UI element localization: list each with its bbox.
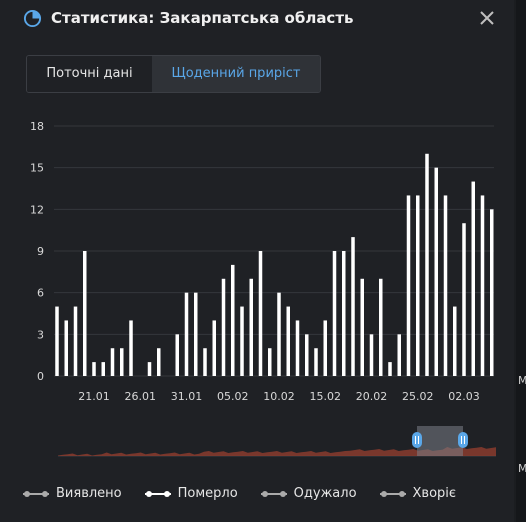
bar bbox=[268, 348, 272, 376]
x-tick-label: 05.02 bbox=[217, 390, 249, 403]
legend-line-icon bbox=[23, 490, 49, 497]
legend-item-detected[interactable]: Виявлено bbox=[22, 486, 122, 501]
bar bbox=[443, 195, 448, 376]
bar bbox=[83, 251, 87, 376]
legend-line-icon bbox=[379, 490, 406, 497]
background-window-strip bbox=[516, 0, 526, 522]
tab-current-data[interactable]: Поточні дані bbox=[27, 56, 152, 92]
legend-label: Померло bbox=[177, 486, 238, 501]
bar bbox=[397, 334, 401, 376]
bar bbox=[480, 195, 485, 376]
bar bbox=[129, 320, 133, 376]
bar bbox=[110, 348, 115, 376]
bar bbox=[434, 167, 438, 376]
bar bbox=[221, 278, 226, 376]
bar bbox=[184, 292, 189, 376]
bar bbox=[277, 292, 281, 376]
view-tabs: Поточні дані Щоденний приріст bbox=[26, 55, 321, 93]
bar bbox=[462, 223, 466, 376]
bar bbox=[212, 320, 216, 376]
bar bbox=[120, 348, 124, 376]
bar bbox=[73, 306, 78, 376]
chart-legend: Виявлено Померло Одужало Хворіє bbox=[22, 486, 478, 501]
bar bbox=[425, 153, 429, 376]
y-tick-label: 9 bbox=[37, 245, 44, 258]
navigator-handle[interactable] bbox=[412, 432, 422, 448]
bar bbox=[305, 334, 309, 376]
bar bbox=[351, 237, 355, 376]
bar bbox=[388, 362, 392, 376]
tab-daily-growth[interactable]: Щоденний приріст bbox=[152, 56, 320, 92]
x-tick-label: 26.01 bbox=[125, 390, 157, 403]
legend-item-recovered[interactable]: Одужало bbox=[260, 486, 357, 501]
bar bbox=[471, 181, 475, 376]
bar bbox=[323, 320, 327, 376]
close-icon[interactable] bbox=[477, 8, 497, 28]
legend-item-sick[interactable]: Хворіє bbox=[379, 486, 457, 501]
bar bbox=[175, 334, 179, 376]
bar bbox=[203, 348, 207, 376]
y-tick-label: 15 bbox=[30, 162, 44, 175]
bar bbox=[314, 348, 318, 376]
legend-line-icon bbox=[260, 490, 287, 497]
bar bbox=[406, 195, 411, 376]
bar bbox=[249, 278, 253, 376]
y-tick-label: 3 bbox=[37, 328, 44, 341]
y-tick-label: 18 bbox=[30, 120, 44, 133]
x-tick-label: 10.02 bbox=[263, 390, 295, 403]
legend-line-icon bbox=[144, 490, 171, 497]
legend-label: Хворіє bbox=[412, 486, 457, 501]
bar bbox=[332, 251, 337, 376]
y-tick-label: 12 bbox=[30, 203, 44, 216]
bar bbox=[369, 334, 374, 376]
bar bbox=[286, 306, 290, 376]
bar bbox=[240, 306, 244, 376]
bar bbox=[194, 292, 198, 376]
bar bbox=[55, 306, 59, 376]
bar bbox=[258, 251, 263, 376]
statistics-dialog: Статистика: Закарпатська область Поточні… bbox=[0, 0, 514, 501]
daily-growth-chart: 0 3 6 9 12 15 18 21.01 26.01 31.01 05.02 10.02 15.02… bbox=[30, 120, 496, 457]
bar bbox=[490, 209, 494, 376]
bar bbox=[453, 306, 457, 376]
bar bbox=[92, 362, 96, 376]
navigator-handle[interactable] bbox=[458, 432, 468, 448]
background-label: M bbox=[518, 374, 526, 387]
bar bbox=[64, 320, 68, 376]
y-tick-label: 6 bbox=[37, 287, 44, 300]
dialog-title: Статистика: Закарпатська область bbox=[51, 9, 354, 27]
bar bbox=[379, 278, 383, 376]
legend-label: Виявлено bbox=[56, 486, 122, 501]
navigator-area bbox=[58, 447, 496, 456]
pie-chart-icon bbox=[23, 9, 42, 28]
bar bbox=[360, 278, 364, 376]
dialog-header: Статистика: Закарпатська область bbox=[0, 0, 514, 38]
bar bbox=[101, 362, 105, 376]
x-tick-label: 21.01 bbox=[78, 390, 110, 403]
background-label: M bbox=[518, 462, 526, 475]
x-tick-label: 02.03 bbox=[448, 390, 480, 403]
legend-label: Одужало bbox=[293, 486, 357, 501]
bar bbox=[157, 348, 161, 376]
x-tick-label: 15.02 bbox=[310, 390, 342, 403]
bar bbox=[416, 195, 420, 376]
bar bbox=[295, 320, 300, 376]
x-tick-label: 31.01 bbox=[171, 390, 203, 403]
x-tick-label: 25.02 bbox=[402, 390, 434, 403]
y-tick-label: 0 bbox=[37, 370, 44, 383]
bar bbox=[231, 264, 235, 376]
bar bbox=[342, 251, 346, 376]
bar bbox=[147, 362, 152, 376]
x-tick-label: 20.02 bbox=[356, 390, 388, 403]
navigator-selection bbox=[417, 426, 463, 456]
legend-item-died[interactable]: Померло bbox=[144, 486, 238, 501]
